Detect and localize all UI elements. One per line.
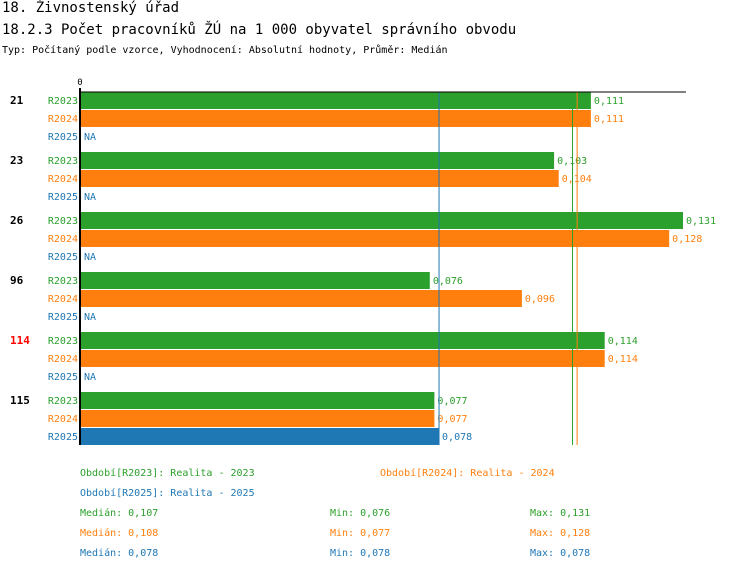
bar-26-r2023	[80, 212, 683, 229]
group-label-23: 23	[10, 154, 23, 167]
stat-min-r2023: Min: 0,076	[330, 508, 391, 519]
data-label-23-r2025: NA	[84, 192, 96, 203]
series-label-r2023: R2023	[48, 396, 78, 407]
series-label-r2023: R2023	[48, 336, 78, 347]
chart-type-description: Typ: Počítaný podle vzorce, Vyhodnocení:…	[2, 45, 448, 56]
legend-period-r2023: Období[R2023]: Realita - 2023	[80, 468, 255, 479]
bar-115-r2025	[80, 428, 439, 445]
bar-114-r2024	[80, 350, 605, 367]
series-label-r2023: R2023	[48, 216, 78, 227]
bar-21-r2024	[80, 110, 591, 127]
data-label-21-r2023: 0,111	[594, 96, 624, 107]
stat-median-r2025: Medián: 0,078	[80, 548, 159, 559]
series-label-r2023: R2023	[48, 156, 78, 167]
stat-max-r2023: Max: 0,131	[530, 508, 591, 519]
bar-chart: 0 21 R2023 0,111 R2024 0,111 R2025 NA 23 R2023 0,…	[10, 78, 716, 445]
stat-min-r2025: Min: 0,078	[330, 548, 391, 559]
bar-115-r2023	[80, 392, 435, 409]
data-label-115-r2023: 0,077	[437, 396, 467, 407]
legend-period-r2025: Období[R2025]: Realita - 2025	[80, 488, 255, 499]
data-label-26-r2023: 0,131	[686, 216, 716, 227]
stat-min-r2024: Min: 0,077	[330, 528, 391, 539]
stat-median-r2024: Medián: 0,108	[80, 528, 159, 539]
data-label-114-r2023: 0,114	[608, 336, 638, 347]
data-label-114-r2025: NA	[84, 372, 96, 383]
data-label-114-r2024: 0,114	[608, 354, 638, 365]
bar-96-r2023	[80, 272, 430, 289]
bar-96-r2024	[80, 290, 522, 307]
bar-26-r2024	[80, 230, 670, 247]
series-label-r2024: R2024	[48, 354, 78, 365]
legend-period-r2024: Období[R2024]: Realita - 2024	[380, 468, 555, 479]
series-label-r2025: R2025	[48, 252, 78, 263]
stat-max-r2024: Max: 0,128	[530, 528, 591, 539]
series-label-r2024: R2024	[48, 294, 78, 305]
data-label-26-r2025: NA	[84, 252, 96, 263]
data-label-21-r2024: 0,111	[594, 114, 624, 125]
series-label-r2025: R2025	[48, 372, 78, 383]
series-label-r2024: R2024	[48, 174, 78, 185]
series-label-r2025: R2025	[48, 192, 78, 203]
series-label-r2024: R2024	[48, 234, 78, 245]
group-label-26: 26	[10, 214, 24, 227]
bar-21-r2023	[80, 92, 591, 109]
group-label-21: 21	[10, 94, 24, 107]
group-label-96: 96	[10, 274, 24, 287]
data-label-21-r2025: NA	[84, 132, 96, 143]
axis-zero-label: 0	[77, 78, 82, 88]
bar-23-r2024	[80, 170, 559, 187]
series-label-r2025: R2025	[48, 432, 78, 443]
series-label-r2024: R2024	[48, 114, 78, 125]
bar-115-r2024	[80, 410, 435, 427]
data-label-115-r2024: 0,077	[437, 414, 467, 425]
data-label-96-r2024: 0,096	[525, 294, 555, 305]
stat-max-r2025: Max: 0,078	[530, 548, 591, 559]
series-label-r2023: R2023	[48, 276, 78, 287]
data-label-115-r2025: 0,078	[442, 432, 472, 443]
stat-median-r2023: Medián: 0,107	[80, 508, 159, 519]
chart-title: 18.2.3 Počet pracovníků ŽÚ na 1 000 obyv…	[2, 22, 517, 38]
data-label-96-r2023: 0,076	[433, 276, 463, 287]
data-label-96-r2025: NA	[84, 312, 96, 323]
series-label-r2025: R2025	[48, 132, 78, 143]
bar-23-r2023	[80, 152, 555, 169]
series-label-r2023: R2023	[48, 96, 78, 107]
series-label-r2025: R2025	[48, 312, 78, 323]
bar-114-r2023	[80, 332, 605, 349]
group-label-114: 114	[10, 334, 30, 347]
page-title: 18. Živnostenský úřad	[2, 0, 180, 16]
group-label-115: 115	[10, 394, 30, 407]
series-label-r2024: R2024	[48, 414, 78, 425]
data-label-26-r2024: 0,128	[672, 234, 702, 245]
